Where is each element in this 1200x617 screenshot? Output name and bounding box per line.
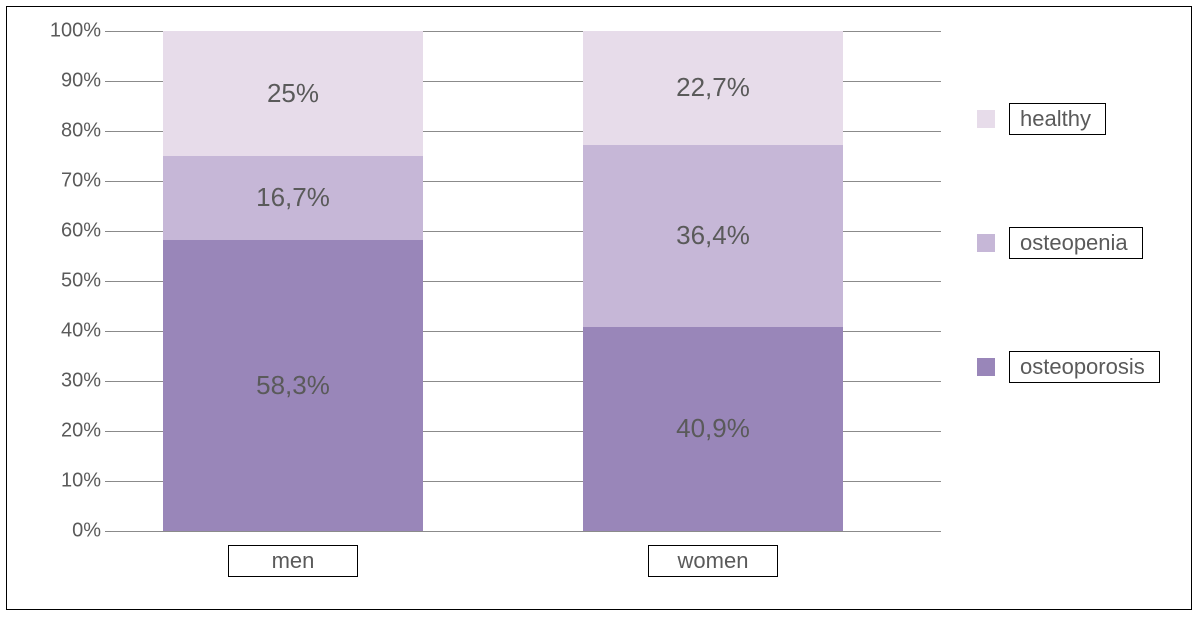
segment-women-healthy: 22,7% xyxy=(583,31,843,145)
segment-women-osteopenia: 36,4% xyxy=(583,145,843,327)
segment-label: 40,9% xyxy=(676,413,750,444)
y-tick-label: 40% xyxy=(61,320,111,343)
legend-label: healthy xyxy=(1009,103,1106,135)
segment-label: 36,4% xyxy=(676,220,750,251)
segment-men-osteoporosis: 58,3% xyxy=(163,240,423,532)
chart-frame: 0% 10% 20% 30% 40% 50% 60% 70% 80% 90% 100% 58,3% 16… xyxy=(6,6,1192,610)
legend-swatch xyxy=(977,110,995,128)
y-tick-label: 0% xyxy=(72,520,111,543)
segment-men-osteopenia: 16,7% xyxy=(163,156,423,240)
y-tick-label: 90% xyxy=(61,70,111,93)
y-tick-label: 100% xyxy=(50,20,111,43)
plot-area: 0%10%20%30%40%50%60%70%80%90%100%58,3%16… xyxy=(111,31,941,531)
y-tick-label: 50% xyxy=(61,270,111,293)
legend-label: osteopenia xyxy=(1009,227,1143,259)
segment-label: 22,7% xyxy=(676,72,750,103)
segment-label: 16,7% xyxy=(256,182,330,213)
y-tick-label: 80% xyxy=(61,120,111,143)
y-tick-label: 70% xyxy=(61,170,111,193)
y-tick-label: 20% xyxy=(61,420,111,443)
legend-swatch xyxy=(977,358,995,376)
legend-item-osteopenia: osteopenia xyxy=(977,227,1143,259)
x-label-men: men xyxy=(228,545,358,577)
x-label-text: women xyxy=(678,548,749,573)
legend-item-healthy: healthy xyxy=(977,103,1106,135)
segment-label: 58,3% xyxy=(256,370,330,401)
segment-label: 25% xyxy=(267,78,319,109)
legend-item-osteoporosis: osteoporosis xyxy=(977,351,1160,383)
segment-men-healthy: 25% xyxy=(163,31,423,156)
x-label-text: men xyxy=(272,548,315,573)
legend-swatch xyxy=(977,234,995,252)
y-tick-label: 30% xyxy=(61,370,111,393)
bar-women: 40,9% 36,4% 22,7% xyxy=(583,31,843,531)
y-tick-label: 60% xyxy=(61,220,111,243)
bar-men: 58,3% 16,7% 25% xyxy=(163,31,423,531)
y-tick-label: 10% xyxy=(61,470,111,493)
gridline xyxy=(111,531,941,532)
segment-women-osteoporosis: 40,9% xyxy=(583,327,843,532)
legend-label: osteoporosis xyxy=(1009,351,1160,383)
x-label-women: women xyxy=(648,545,778,577)
